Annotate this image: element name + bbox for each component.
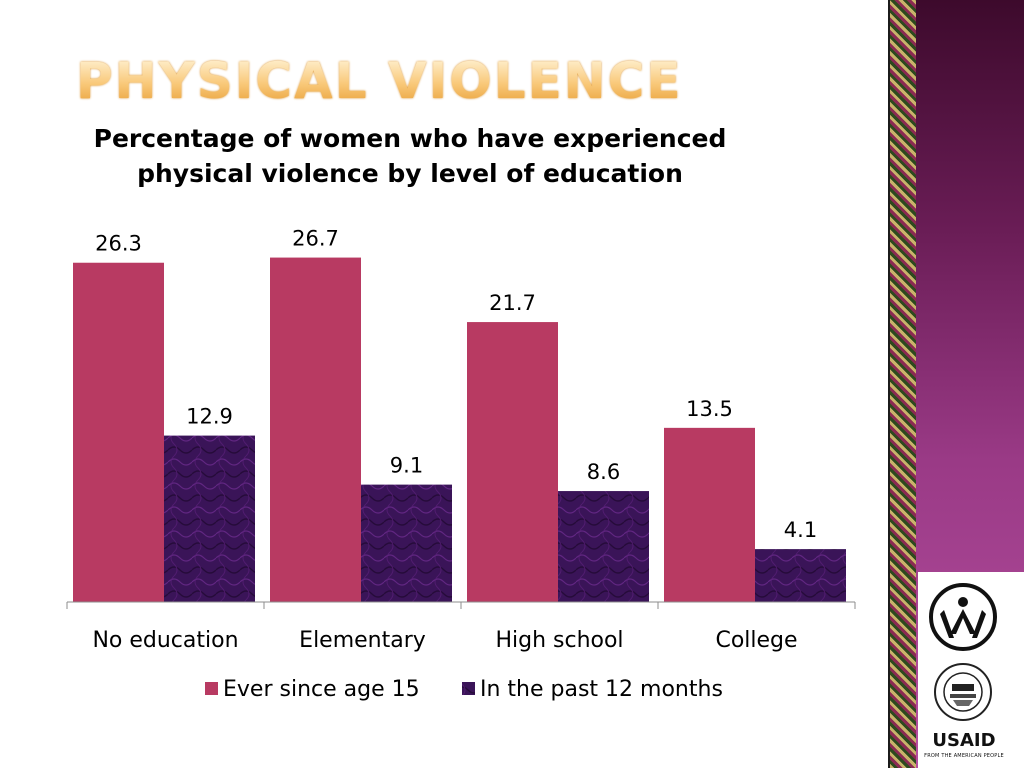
bar-in-the-past-12-months-no-education bbox=[164, 435, 255, 602]
bar-ever-since-age-15-college bbox=[664, 427, 755, 602]
x-tick-label-elementary: Elementary bbox=[299, 628, 426, 653]
data-label-in-the-past-12-months-elementary: 9.1 bbox=[390, 454, 423, 478]
legend-label-ever-since-age-15: Ever since age 15 bbox=[223, 677, 420, 702]
people-circle-icon bbox=[929, 583, 997, 651]
decorative-side-panel: USAID FROM THE AMERICAN PEOPLE bbox=[888, 0, 1024, 768]
legend-label-in-the-past-12-months: In the past 12 months bbox=[480, 677, 723, 702]
data-label-ever-since-age-15-high-school: 21.7 bbox=[489, 291, 536, 315]
bar-in-the-past-12-months-elementary bbox=[361, 484, 452, 602]
data-label-ever-since-age-15-no-education: 26.3 bbox=[95, 232, 142, 256]
bar-ever-since-age-15-elementary bbox=[270, 257, 361, 602]
x-tick-label-college: College bbox=[715, 628, 797, 653]
slide-title: Physical Violence bbox=[76, 52, 683, 110]
legend-swatch-ever-since-age-15 bbox=[205, 682, 218, 695]
bar-in-the-past-12-months-college bbox=[755, 549, 846, 602]
bar-chart: 26.3 12.9 26.7 9.1 21.7 8.6 13.5 4.1 No educati… bbox=[66, 227, 856, 702]
usaid-tagline: FROM THE AMERICAN PEOPLE bbox=[924, 753, 1004, 759]
bar-in-the-past-12-months-high-school bbox=[558, 491, 649, 602]
data-labels-layer: 26.3 12.9 26.7 9.1 21.7 8.6 13.5 4.1 bbox=[95, 227, 817, 543]
data-label-in-the-past-12-months-college: 4.1 bbox=[784, 518, 817, 542]
bar-ever-since-age-15-high-school bbox=[467, 322, 558, 602]
data-label-ever-since-age-15-college: 13.5 bbox=[686, 397, 733, 421]
usaid-seal-icon bbox=[934, 663, 992, 721]
legend: Ever since age 15 In the past 12 months bbox=[205, 677, 723, 702]
chart-title: Percentage of women who have experienced… bbox=[93, 124, 727, 188]
logo-panel: USAID FROM THE AMERICAN PEOPLE bbox=[918, 572, 1024, 768]
bars-layer bbox=[73, 257, 846, 602]
data-label-ever-since-age-15-elementary: 26.7 bbox=[292, 227, 339, 251]
data-label-in-the-past-12-months-high-school: 8.6 bbox=[587, 460, 620, 484]
x-tick-label-high-school: High school bbox=[495, 628, 623, 653]
bar-ever-since-age-15-no-education bbox=[73, 262, 164, 602]
x-tick-label-no-education: No education bbox=[92, 628, 238, 653]
data-label-in-the-past-12-months-no-education: 12.9 bbox=[186, 405, 233, 429]
legend-swatch-in-the-past-12-months bbox=[462, 682, 475, 695]
x-axis: No education Elementary High school College bbox=[66, 601, 856, 653]
usaid-wordmark: USAID bbox=[932, 730, 996, 751]
